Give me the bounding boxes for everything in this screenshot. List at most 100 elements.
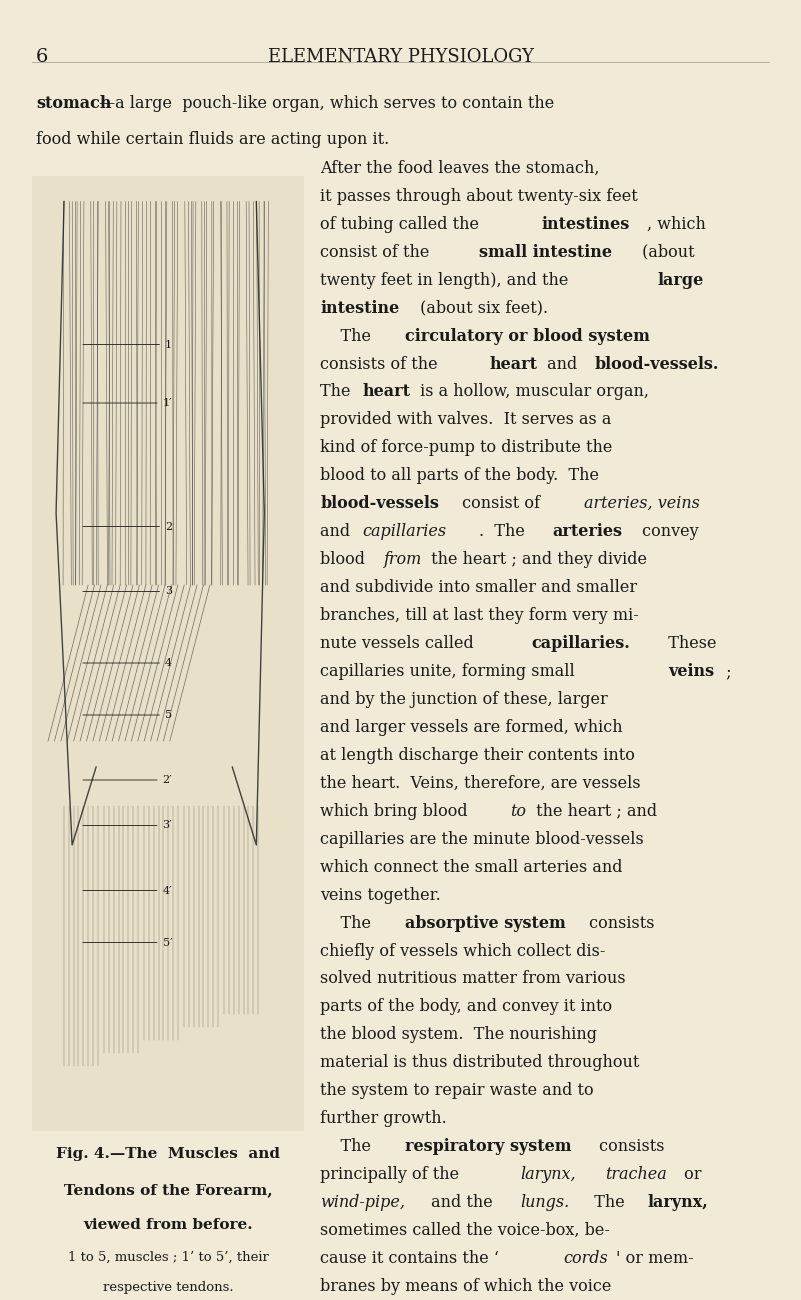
- Text: trachea: trachea: [605, 1166, 666, 1183]
- Text: wind-pipe,: wind-pipe,: [320, 1193, 405, 1212]
- Text: blood-vessels.: blood-vessels.: [594, 355, 718, 373]
- Text: consists of the: consists of the: [320, 355, 443, 373]
- Text: The: The: [320, 914, 376, 932]
- Text: (about: (about: [637, 244, 694, 261]
- Text: solved nutritious matter from various: solved nutritious matter from various: [320, 970, 626, 988]
- Text: larynx,: larynx,: [647, 1193, 708, 1212]
- Text: branches, till at last they form very mi-: branches, till at last they form very mi…: [320, 607, 639, 624]
- Text: which bring blood: which bring blood: [320, 802, 473, 820]
- Text: respective tendons.: respective tendons.: [103, 1280, 234, 1294]
- Text: After the food leaves the stomach,: After the food leaves the stomach,: [320, 160, 600, 177]
- Text: and: and: [541, 355, 582, 373]
- Text: larynx,: larynx,: [521, 1166, 576, 1183]
- Text: further growth.: further growth.: [320, 1110, 447, 1127]
- Text: the heart ; and: the heart ; and: [531, 802, 658, 820]
- Text: the heart ; and they divide: the heart ; and they divide: [426, 551, 647, 568]
- Text: it passes through about twenty-six feet: it passes through about twenty-six feet: [320, 187, 638, 205]
- Text: 4′: 4′: [83, 885, 172, 896]
- Text: intestine: intestine: [320, 299, 400, 317]
- Text: heart: heart: [363, 384, 411, 400]
- Text: 5′: 5′: [83, 937, 172, 948]
- Text: 2: 2: [83, 521, 172, 532]
- Text: 1′: 1′: [83, 398, 172, 408]
- Text: large: large: [658, 272, 704, 289]
- Text: and by the junction of these, larger: and by the junction of these, larger: [320, 692, 608, 708]
- Text: These: These: [658, 634, 716, 653]
- Text: ;: ;: [721, 663, 731, 680]
- Text: convey: convey: [637, 523, 698, 541]
- Text: 1: 1: [83, 339, 172, 350]
- Text: veins: veins: [668, 663, 714, 680]
- Text: cords: cords: [563, 1249, 608, 1268]
- Text: chiefly of vessels which collect dis-: chiefly of vessels which collect dis-: [320, 942, 606, 959]
- Text: The: The: [320, 1139, 376, 1156]
- Text: branes by means of which the voice: branes by means of which the voice: [320, 1278, 612, 1295]
- Text: ' or mem-: ' or mem-: [615, 1249, 693, 1268]
- Text: material is thus distributed throughout: material is thus distributed throughout: [320, 1054, 640, 1071]
- Text: kind of force-pump to distribute the: kind of force-pump to distribute the: [320, 439, 613, 456]
- Text: from: from: [384, 551, 422, 568]
- Text: heart: heart: [489, 355, 537, 373]
- Text: of tubing called the: of tubing called the: [320, 216, 485, 233]
- Text: The: The: [320, 384, 356, 400]
- Text: at length discharge their contents into: at length discharge their contents into: [320, 746, 635, 764]
- Text: (about six feet).: (about six feet).: [415, 299, 549, 317]
- Text: 5: 5: [83, 710, 172, 720]
- Text: capillaries.: capillaries.: [531, 634, 630, 653]
- Text: blood to all parts of the body.  The: blood to all parts of the body. The: [320, 467, 599, 485]
- Text: veins together.: veins together.: [320, 887, 441, 903]
- Text: 6: 6: [36, 48, 48, 66]
- Text: to: to: [510, 802, 526, 820]
- Text: The: The: [320, 328, 376, 345]
- Text: consist of the: consist of the: [320, 244, 435, 261]
- Text: principally of the: principally of the: [320, 1166, 465, 1183]
- Text: which connect the small arteries and: which connect the small arteries and: [320, 858, 623, 876]
- Text: viewed from before.: viewed from before.: [83, 1218, 253, 1232]
- Text: absorptive system: absorptive system: [405, 914, 566, 932]
- Text: blood: blood: [320, 551, 371, 568]
- Text: the system to repair waste and to: the system to repair waste and to: [320, 1082, 594, 1100]
- Text: parts of the body, and convey it into: parts of the body, and convey it into: [320, 998, 613, 1015]
- Text: The: The: [584, 1193, 630, 1212]
- Text: ELEMENTARY PHYSIOLOGY: ELEMENTARY PHYSIOLOGY: [268, 48, 533, 66]
- Text: Fig. 4.—The  Muscles  and: Fig. 4.—The Muscles and: [56, 1147, 280, 1161]
- Text: 3′: 3′: [83, 820, 172, 831]
- Text: 4: 4: [83, 658, 172, 668]
- Text: provided with valves.  It serves as a: provided with valves. It serves as a: [320, 411, 612, 429]
- Text: the blood system.  The nourishing: the blood system. The nourishing: [320, 1027, 598, 1044]
- Text: cause it contains the ‘: cause it contains the ‘: [320, 1249, 499, 1268]
- Text: consists: consists: [584, 914, 654, 932]
- Text: arteries, veins: arteries, veins: [584, 495, 700, 512]
- Text: small intestine: small intestine: [478, 244, 611, 261]
- Text: and: and: [320, 523, 356, 541]
- Text: blood-vessels: blood-vessels: [320, 495, 439, 512]
- Text: is a hollow, muscular organ,: is a hollow, muscular organ,: [415, 384, 650, 400]
- Text: 3: 3: [83, 586, 172, 597]
- Text: or: or: [678, 1166, 702, 1183]
- Text: and subdivide into smaller and smaller: and subdivide into smaller and smaller: [320, 580, 638, 597]
- Text: food while certain fluids are acting upon it.: food while certain fluids are acting upo…: [36, 131, 389, 148]
- Text: capillaries unite, forming small: capillaries unite, forming small: [320, 663, 580, 680]
- Text: 2′: 2′: [83, 775, 172, 785]
- Text: .  The: . The: [478, 523, 529, 541]
- Text: sometimes called the voice-box, be-: sometimes called the voice-box, be-: [320, 1222, 610, 1239]
- Text: and larger vessels are formed, which: and larger vessels are formed, which: [320, 719, 623, 736]
- Text: stomach: stomach: [36, 95, 111, 112]
- Text: 1 to 5, muscles ; 1’ to 5’, their: 1 to 5, muscles ; 1’ to 5’, their: [68, 1251, 268, 1264]
- Text: the heart.  Veins, therefore, are vessels: the heart. Veins, therefore, are vessels: [320, 775, 641, 792]
- Text: Tendons of the Forearm,: Tendons of the Forearm,: [64, 1183, 272, 1197]
- Text: consist of: consist of: [457, 495, 545, 512]
- Text: lungs.: lungs.: [521, 1193, 570, 1212]
- Text: and the: and the: [426, 1193, 497, 1212]
- Text: intestines: intestines: [541, 216, 630, 233]
- Text: capillaries: capillaries: [363, 523, 447, 541]
- Text: circulatory or blood system: circulatory or blood system: [405, 328, 650, 345]
- Text: twenty feet in length), and the: twenty feet in length), and the: [320, 272, 574, 289]
- Text: , which: , which: [647, 216, 706, 233]
- Text: arteries: arteries: [553, 523, 622, 541]
- Text: nute vessels called: nute vessels called: [320, 634, 479, 653]
- FancyBboxPatch shape: [32, 176, 304, 1131]
- Text: consists: consists: [594, 1139, 665, 1156]
- Text: respiratory system: respiratory system: [405, 1139, 571, 1156]
- Text: capillaries are the minute blood-vessels: capillaries are the minute blood-vessels: [320, 831, 644, 848]
